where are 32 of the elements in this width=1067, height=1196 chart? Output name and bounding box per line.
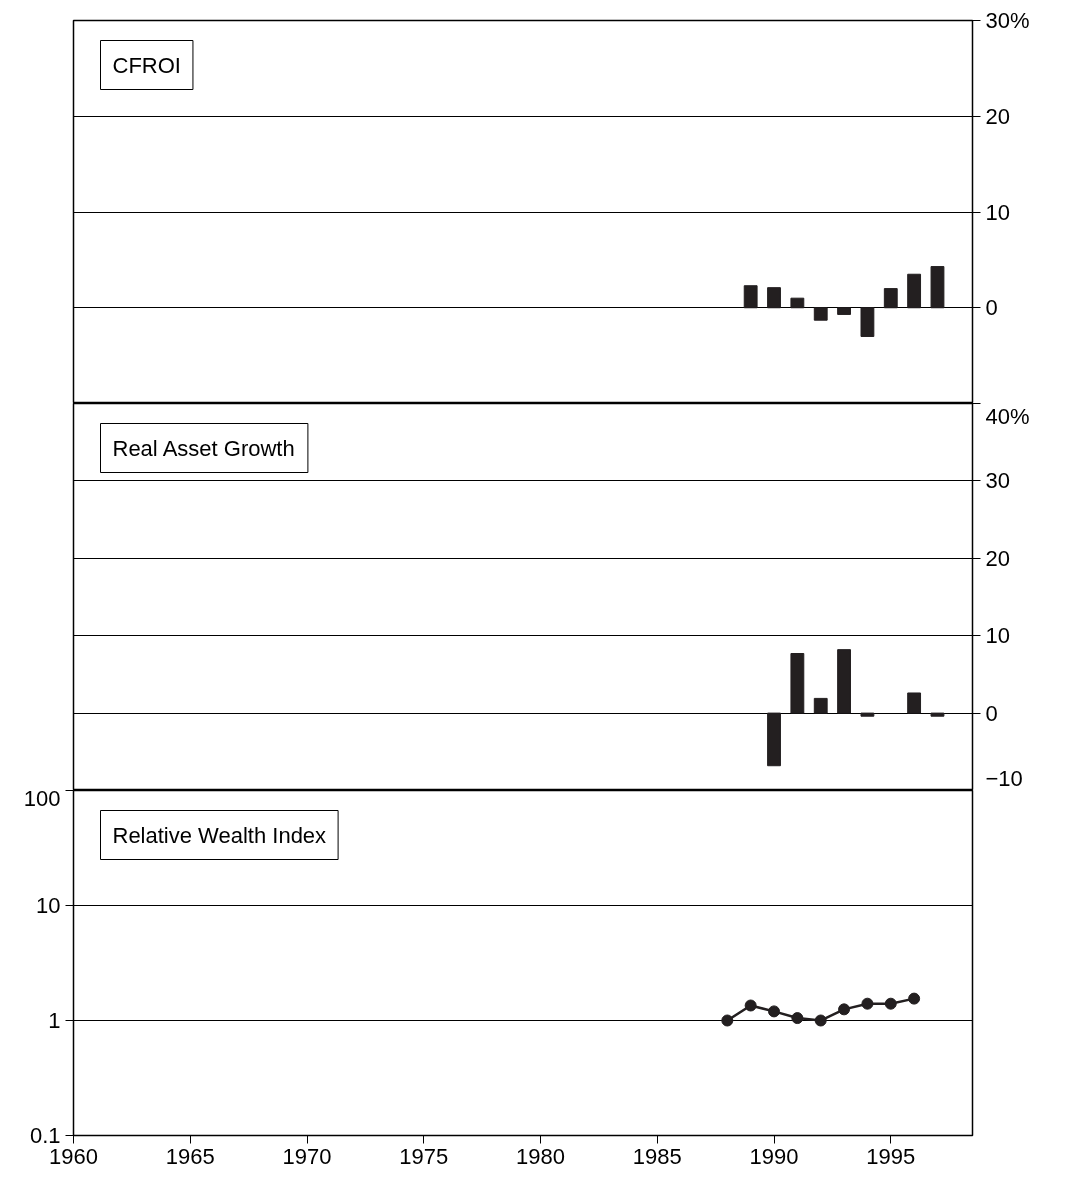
y2-tick-label: 10 xyxy=(985,199,1010,225)
y2-tick-label: 0 xyxy=(985,295,998,321)
bar xyxy=(790,297,805,309)
x-tick-label: 1980 xyxy=(516,1143,565,1169)
text: Relative Wealth Index xyxy=(112,822,327,848)
y2-tick-label: 30 xyxy=(985,468,1010,494)
y2-tick-label: 10 xyxy=(985,623,1010,649)
y2-tick-label: 20 xyxy=(985,545,1010,571)
bar xyxy=(883,288,898,309)
y-tick-label: 10 xyxy=(36,893,61,918)
bar xyxy=(860,307,875,337)
text: CFROI xyxy=(112,52,181,78)
y-tick-label: 1 xyxy=(48,1008,61,1033)
x-tick-label: 1970 xyxy=(282,1143,332,1169)
y2-tick-label: 30% xyxy=(985,8,1030,33)
y2-tick-label: 40% xyxy=(985,403,1030,429)
y2-tick-label: 20 xyxy=(985,103,1010,129)
x-tick-label: 1995 xyxy=(866,1143,916,1169)
bar xyxy=(837,307,851,315)
bar xyxy=(767,287,781,309)
text: Real Asset Growth xyxy=(112,435,295,461)
y2-tick-label: 0 xyxy=(985,700,998,726)
x-tick-label: 1975 xyxy=(399,1143,449,1169)
x-tick-label: 1990 xyxy=(749,1143,799,1169)
bar xyxy=(813,307,828,321)
y-tick-label: 100 xyxy=(23,785,61,811)
bar xyxy=(930,266,945,309)
y2-tick-label: −10 xyxy=(985,765,1023,791)
x-tick-label: 1965 xyxy=(165,1143,215,1169)
bar xyxy=(907,273,922,309)
bar xyxy=(743,285,758,309)
x-tick-label: 1985 xyxy=(632,1143,682,1169)
